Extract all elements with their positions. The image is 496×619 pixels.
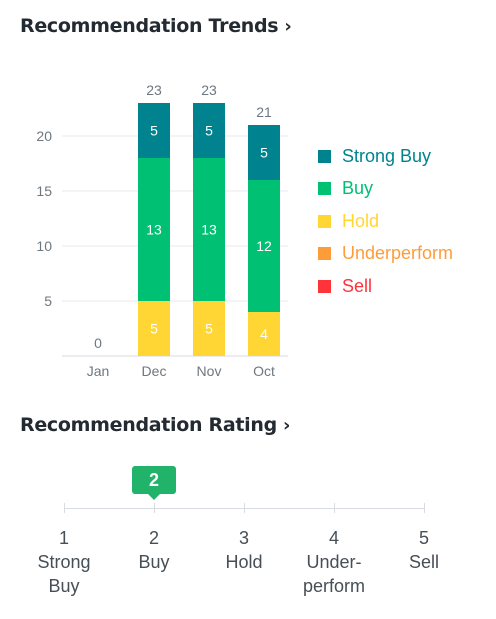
rating-stop-label: Under- perform — [302, 552, 365, 596]
bar-total-label: 23 — [146, 82, 162, 98]
rating-stop-number: 3 — [238, 528, 249, 548]
rating-stop: 2 Buy — [99, 526, 209, 574]
legend-label: Buy — [342, 178, 374, 198]
bar-segment — [193, 301, 225, 356]
x-tick-label: Nov — [197, 363, 222, 379]
rating-tick — [154, 503, 155, 513]
rating-stop-number: 1 — [58, 528, 69, 548]
bar-segment — [248, 180, 280, 312]
rating-tick — [64, 503, 65, 513]
x-tick-label: Oct — [253, 363, 275, 379]
bar-segment — [193, 158, 225, 301]
y-tick-label: 5 — [44, 293, 52, 309]
recommendation-trends-title[interactable]: Recommendation Trends › — [20, 15, 292, 37]
legend-item[interactable]: Hold — [318, 211, 453, 231]
rating-tick — [424, 503, 425, 513]
bar-segment-label: 13 — [201, 222, 217, 238]
x-tick-label: Jan — [87, 363, 110, 379]
recommendation-rating-title-text: Recommendation Rating — [20, 414, 277, 436]
legend-item[interactable]: Strong Buy — [318, 146, 453, 166]
chart-legend: Strong Buy Buy Hold Underperform Sell — [318, 146, 453, 309]
rating-stop: 3 Hold — [189, 526, 299, 574]
chevron-right-icon: › — [282, 415, 291, 436]
bar-segment-label: 5 — [205, 321, 213, 337]
recommendation-rating-scale: 2 1 Strong Buy 2 Buy 3 Hold 4 Under- perform 5 Se… — [0, 460, 496, 610]
bar-segment — [248, 125, 280, 180]
bar-segment — [138, 103, 170, 158]
y-tick-label: 20 — [36, 128, 52, 144]
legend-label: Sell — [342, 275, 373, 296]
bar-segment-label: 5 — [205, 123, 213, 139]
bar-segment-label: 5 — [150, 123, 158, 139]
legend-item[interactable]: Sell — [318, 276, 453, 296]
bar-total-label: 0 — [94, 335, 102, 351]
rating-stop-label: Buy — [138, 552, 170, 572]
chevron-right-icon: › — [284, 16, 292, 37]
bar-segment-label: 5 — [260, 145, 268, 161]
bar-segment — [138, 301, 170, 356]
rating-stop: 1 Strong Buy — [9, 526, 119, 598]
rating-stop-number: 5 — [418, 528, 429, 548]
rating-stop-label: Sell — [408, 552, 439, 572]
rating-stop-number: 4 — [328, 528, 339, 548]
rating-tick — [334, 503, 335, 513]
recommendation-trends-title-text: Recommendation Trends — [20, 15, 279, 37]
legend-label: Underperform — [342, 243, 454, 263]
bar-segment-label: 13 — [146, 222, 162, 238]
bar-segment-label: 12 — [256, 238, 272, 254]
y-tick-label: 10 — [36, 238, 52, 254]
legend-swatch — [318, 182, 331, 195]
rating-tick — [244, 503, 245, 513]
legend-item[interactable]: Underperform — [318, 243, 454, 264]
legend-swatch — [318, 247, 331, 260]
bar-total-label: 23 — [201, 82, 217, 98]
bar-segment-label: 5 — [150, 321, 158, 337]
legend-swatch — [318, 149, 331, 163]
legend-swatch — [318, 279, 331, 293]
y-tick-label: 15 — [36, 183, 52, 199]
bar-segment-label: 4 — [260, 326, 268, 342]
bar-segment — [248, 312, 280, 356]
rating-stop: 5 Sell — [369, 526, 479, 574]
rating-marker: 2 — [132, 466, 176, 500]
bar-segment — [138, 158, 170, 301]
legend-swatch — [318, 214, 331, 228]
rating-stop-label: Strong Buy — [37, 552, 91, 596]
x-tick-label: Dec — [142, 363, 167, 379]
bar-total-label: 21 — [256, 104, 272, 120]
legend-label: Hold — [342, 210, 380, 231]
legend-label: Strong Buy — [342, 145, 432, 166]
bar-segment — [193, 103, 225, 158]
recommendation-rating-title[interactable]: Recommendation Rating › — [20, 414, 290, 436]
rating-stop-number: 2 — [148, 528, 159, 548]
legend-item[interactable]: Buy — [318, 178, 453, 199]
rating-stop: 4 Under- perform — [279, 526, 389, 598]
rating-stop-label: Hold — [225, 552, 263, 572]
recommendation-trends-chart: 5 10 15 20 0 Jan 5 13 5 23 Dec 5 13 5 23 Nov 4 12 5 21 Oct — [36, 82, 288, 379]
